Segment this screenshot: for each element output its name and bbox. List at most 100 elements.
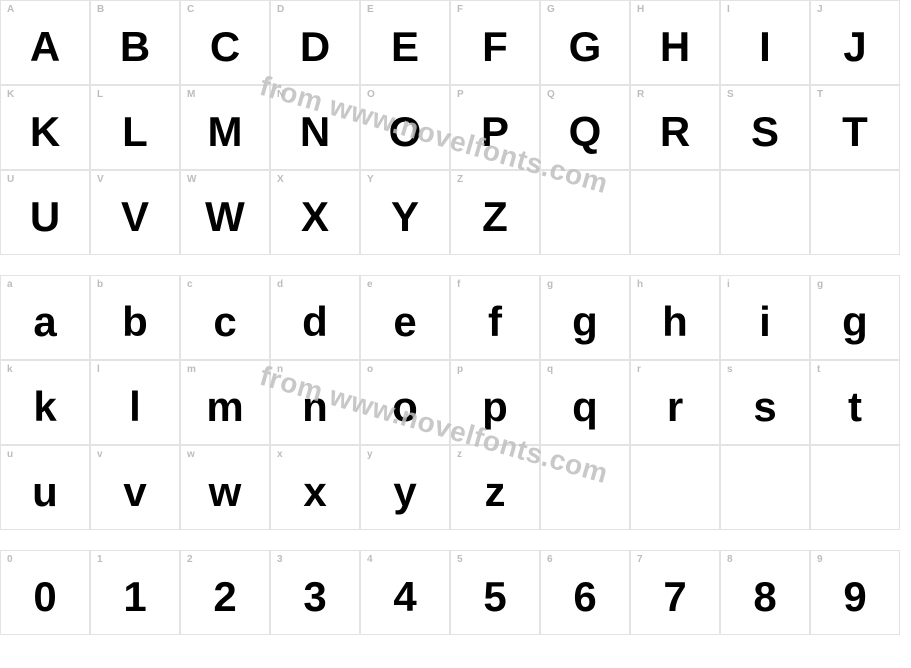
cell-key-label: Q <box>547 89 555 100</box>
section-gap <box>0 255 911 275</box>
glyph-cell: 11 <box>90 550 180 635</box>
glyph-cell: 44 <box>360 550 450 635</box>
glyph-cell: dd <box>270 275 360 360</box>
cell-key-label: i <box>727 279 730 290</box>
cell-key-label: r <box>637 364 641 375</box>
cell-glyph: z <box>451 446 539 529</box>
cell-key-label: M <box>187 89 195 100</box>
cell-key-label: 9 <box>817 554 823 565</box>
cell-key-label: N <box>277 89 284 100</box>
cell-key-label: f <box>457 279 460 290</box>
cell-glyph: h <box>631 276 719 359</box>
cell-key-label: L <box>97 89 103 100</box>
glyph-cell: gg <box>540 275 630 360</box>
glyph-cell: NN <box>270 85 360 170</box>
cell-glyph <box>811 446 899 529</box>
cell-key-label: O <box>367 89 375 100</box>
glyph-cell <box>630 170 720 255</box>
cell-key-label: D <box>277 4 284 15</box>
cell-glyph: d <box>271 276 359 359</box>
glyph-cell: 33 <box>270 550 360 635</box>
glyph-cell: pp <box>450 360 540 445</box>
glyph-cell: LL <box>90 85 180 170</box>
cell-glyph <box>811 171 899 254</box>
cell-key-label: P <box>457 89 464 100</box>
table-row: KKLLMMNNOOPPQQRRSSTT <box>0 85 911 170</box>
glyph-cell: BB <box>90 0 180 85</box>
glyph-cell: GG <box>540 0 630 85</box>
glyph-cell: zz <box>450 445 540 530</box>
glyph-cell: WW <box>180 170 270 255</box>
cell-key-label: h <box>637 279 643 290</box>
glyph-cell <box>810 445 900 530</box>
section-gap <box>0 530 911 550</box>
glyph-cell: EE <box>360 0 450 85</box>
glyph-cell: ff <box>450 275 540 360</box>
table-row: uuvvwwxxyyzz <box>0 445 911 530</box>
cell-key-label: C <box>187 4 194 15</box>
cell-key-label: 4 <box>367 554 373 565</box>
cell-key-label: 6 <box>547 554 553 565</box>
cell-key-label: m <box>187 364 196 375</box>
cell-glyph <box>541 171 629 254</box>
cell-key-label: e <box>367 279 373 290</box>
cell-key-label: v <box>97 449 103 460</box>
glyph-cell: yy <box>360 445 450 530</box>
cell-key-label: x <box>277 449 283 460</box>
cell-glyph: c <box>181 276 269 359</box>
glyph-cell: xx <box>270 445 360 530</box>
cell-glyph <box>721 446 809 529</box>
cell-key-label: K <box>7 89 14 100</box>
glyph-cell: UU <box>0 170 90 255</box>
cell-glyph: I <box>721 1 809 84</box>
glyph-cell: HH <box>630 0 720 85</box>
glyph-cell: PP <box>450 85 540 170</box>
glyph-cell: DD <box>270 0 360 85</box>
table-row: aabbccddeeffgghhiigg <box>0 275 911 360</box>
cell-glyph: Y <box>361 171 449 254</box>
cell-key-label: a <box>7 279 13 290</box>
cell-glyph: 3 <box>271 551 359 634</box>
glyph-table: AABBCCDDEEFFGGHHIIJJKKLLMMNNOOPPQQRRSSTT… <box>0 0 911 635</box>
glyph-cell: ZZ <box>450 170 540 255</box>
glyph-cell: MM <box>180 85 270 170</box>
cell-key-label: 3 <box>277 554 283 565</box>
cell-key-label: d <box>277 279 283 290</box>
cell-key-label: J <box>817 4 823 15</box>
cell-glyph: x <box>271 446 359 529</box>
glyph-cell: tt <box>810 360 900 445</box>
glyph-cell <box>540 170 630 255</box>
glyph-cell: 88 <box>720 550 810 635</box>
cell-glyph: T <box>811 86 899 169</box>
cell-key-label: g <box>547 279 553 290</box>
glyph-cell: aa <box>0 275 90 360</box>
cell-glyph: e <box>361 276 449 359</box>
cell-key-label: G <box>547 4 555 15</box>
cell-key-label: S <box>727 89 734 100</box>
glyph-cell <box>630 445 720 530</box>
cell-glyph: 9 <box>811 551 899 634</box>
glyph-cell: rr <box>630 360 720 445</box>
cell-key-label: u <box>7 449 13 460</box>
cell-glyph: v <box>91 446 179 529</box>
table-row: AABBCCDDEEFFGGHHIIJJ <box>0 0 911 85</box>
cell-glyph <box>631 446 719 529</box>
cell-glyph: 4 <box>361 551 449 634</box>
cell-key-label: n <box>277 364 283 375</box>
cell-key-label: 1 <box>97 554 103 565</box>
cell-glyph: P <box>451 86 539 169</box>
glyph-cell: II <box>720 0 810 85</box>
cell-key-label: g <box>817 279 823 290</box>
cell-key-label: s <box>727 364 733 375</box>
cell-glyph: V <box>91 171 179 254</box>
cell-key-label: E <box>367 4 374 15</box>
glyph-cell: bb <box>90 275 180 360</box>
glyph-cell: JJ <box>810 0 900 85</box>
cell-key-label: b <box>97 279 103 290</box>
cell-glyph: g <box>811 276 899 359</box>
glyph-cell: KK <box>0 85 90 170</box>
glyph-cell: 55 <box>450 550 540 635</box>
glyph-cell: 99 <box>810 550 900 635</box>
cell-key-label: 5 <box>457 554 463 565</box>
glyph-cell: qq <box>540 360 630 445</box>
